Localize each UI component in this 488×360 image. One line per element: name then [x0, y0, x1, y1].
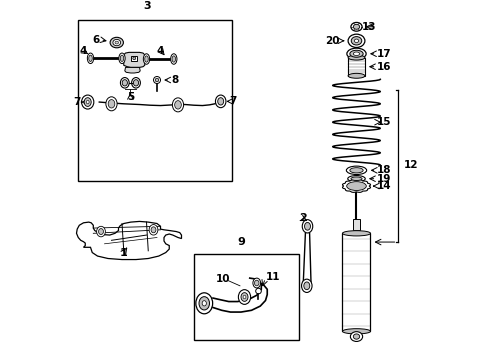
Ellipse shape [303, 282, 309, 290]
Text: 3: 3 [143, 1, 151, 11]
Ellipse shape [120, 77, 129, 88]
Ellipse shape [301, 279, 311, 292]
Ellipse shape [254, 280, 259, 286]
Ellipse shape [202, 301, 206, 306]
Polygon shape [123, 52, 148, 67]
Text: 4: 4 [157, 46, 164, 55]
Text: 6: 6 [92, 35, 99, 45]
Text: 13: 13 [361, 22, 376, 32]
Text: 7: 7 [229, 96, 236, 106]
Ellipse shape [151, 227, 156, 233]
Ellipse shape [119, 53, 125, 64]
Text: 19: 19 [376, 174, 390, 184]
Ellipse shape [252, 278, 260, 288]
Text: 4: 4 [80, 46, 87, 56]
Ellipse shape [243, 295, 245, 299]
Ellipse shape [115, 41, 118, 44]
Ellipse shape [170, 54, 177, 64]
Ellipse shape [350, 22, 361, 31]
Ellipse shape [174, 101, 181, 109]
Ellipse shape [350, 177, 361, 180]
Text: 20: 20 [325, 36, 339, 46]
Text: 17: 17 [376, 49, 390, 59]
Ellipse shape [342, 329, 370, 334]
Ellipse shape [302, 220, 312, 233]
Ellipse shape [353, 24, 359, 29]
Ellipse shape [346, 182, 366, 190]
Ellipse shape [106, 97, 117, 111]
Ellipse shape [304, 222, 310, 230]
Ellipse shape [354, 39, 358, 42]
Text: 7: 7 [73, 97, 81, 107]
Ellipse shape [108, 100, 115, 108]
Bar [352, 219, 359, 230]
Text: 1: 1 [120, 248, 127, 257]
Text: 18: 18 [376, 165, 390, 175]
Ellipse shape [350, 332, 362, 341]
Ellipse shape [149, 225, 158, 235]
Text: 8: 8 [171, 75, 178, 85]
Ellipse shape [347, 55, 364, 60]
Polygon shape [76, 221, 181, 260]
Ellipse shape [353, 334, 359, 339]
Text: 9: 9 [237, 237, 244, 247]
Ellipse shape [84, 98, 91, 107]
Ellipse shape [217, 98, 223, 105]
Ellipse shape [347, 176, 365, 182]
Text: 15: 15 [376, 117, 390, 127]
Bar [78, 20, 232, 181]
Ellipse shape [122, 80, 127, 86]
Text: 11: 11 [265, 272, 280, 282]
Ellipse shape [153, 77, 160, 84]
Ellipse shape [199, 297, 209, 310]
Text: 2: 2 [299, 212, 306, 222]
Ellipse shape [81, 95, 94, 109]
Ellipse shape [346, 166, 366, 175]
Text: 16: 16 [376, 62, 390, 72]
Ellipse shape [144, 56, 148, 62]
Ellipse shape [87, 53, 94, 64]
Ellipse shape [342, 231, 370, 236]
Bar [347, 58, 364, 76]
Ellipse shape [86, 100, 89, 104]
Text: 5: 5 [126, 92, 134, 102]
Polygon shape [342, 180, 370, 192]
Ellipse shape [215, 95, 225, 108]
Ellipse shape [110, 37, 123, 48]
Ellipse shape [155, 78, 159, 82]
Ellipse shape [346, 48, 366, 59]
Ellipse shape [241, 293, 247, 301]
Ellipse shape [133, 57, 135, 60]
Ellipse shape [238, 290, 250, 304]
Ellipse shape [353, 52, 359, 55]
Bar [342, 233, 370, 331]
Ellipse shape [143, 54, 149, 64]
Ellipse shape [172, 98, 183, 112]
Polygon shape [124, 67, 140, 73]
Ellipse shape [113, 39, 121, 46]
Ellipse shape [349, 168, 363, 173]
Ellipse shape [99, 229, 103, 234]
Ellipse shape [347, 73, 364, 78]
Ellipse shape [255, 288, 261, 294]
Bar [131, 55, 137, 61]
Ellipse shape [97, 226, 105, 237]
Ellipse shape [172, 56, 175, 62]
Ellipse shape [350, 37, 361, 45]
Text: 10: 10 [216, 274, 230, 284]
Text: 14: 14 [376, 181, 390, 191]
Text: 12: 12 [403, 160, 417, 170]
Ellipse shape [196, 293, 212, 314]
Ellipse shape [131, 77, 140, 88]
Ellipse shape [88, 55, 92, 62]
Ellipse shape [349, 50, 363, 57]
Ellipse shape [347, 34, 364, 48]
Ellipse shape [133, 80, 138, 86]
Bar [193, 254, 298, 340]
Ellipse shape [120, 55, 123, 62]
